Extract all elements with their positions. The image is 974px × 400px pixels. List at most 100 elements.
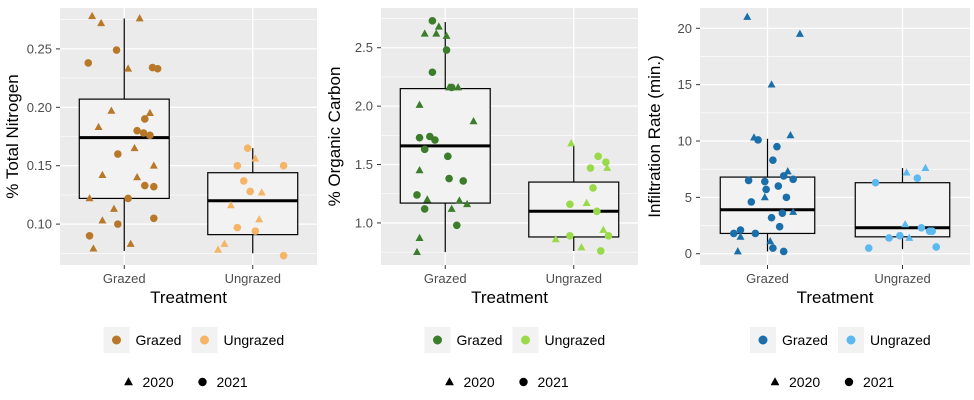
data-point-ungrazed-2020 xyxy=(603,163,612,171)
data-point-grazed-2020 xyxy=(89,244,98,252)
data-point-ungrazed-2021 xyxy=(896,231,904,240)
x-tick-label: Ungrazed xyxy=(546,271,602,286)
legend-treatment: Grazed Ungrazed xyxy=(103,327,284,353)
x-axis-title: Treatment xyxy=(797,288,874,307)
legend-label-2021: 2021 xyxy=(538,374,569,390)
data-point-grazed-2020 xyxy=(447,204,456,212)
data-point-grazed-2021 xyxy=(413,191,421,199)
data-point-grazed-2020 xyxy=(135,14,144,22)
x-axis-title: Treatment xyxy=(150,288,227,307)
data-point-grazed-2021 xyxy=(459,177,468,185)
y-tick-label: 15 xyxy=(678,77,692,92)
data-point-grazed-2021 xyxy=(150,214,158,223)
y-tick-label: 20 xyxy=(678,21,692,36)
data-point-ungrazed-2020 xyxy=(902,168,911,176)
legend-swatch-ungrazed xyxy=(200,335,209,345)
legend-symbol-2021 xyxy=(844,377,854,387)
y-tick-label: 0 xyxy=(685,246,692,261)
data-point-grazed-2021 xyxy=(114,220,122,228)
data-point-grazed-2020 xyxy=(442,31,451,39)
legend-treatment: Grazed Ungrazed xyxy=(750,327,931,353)
data-point-grazed-2021 xyxy=(85,231,94,240)
data-point-ungrazed-2020 xyxy=(551,234,560,243)
data-point-grazed-2021 xyxy=(133,126,141,135)
data-point-grazed-2020 xyxy=(97,18,106,27)
data-point-ungrazed-2021 xyxy=(566,231,574,240)
data-point-grazed-2021 xyxy=(778,209,787,217)
legend-year: 2020 2021 xyxy=(445,374,569,390)
data-point-ungrazed-2020 xyxy=(251,154,260,162)
data-point-grazed-2021 xyxy=(428,17,437,25)
data-point-grazed-2021 xyxy=(114,150,122,158)
data-point-grazed-2020 xyxy=(98,216,107,224)
y-tick-label: 0.10 xyxy=(27,217,52,232)
data-point-grazed-2021 xyxy=(762,185,770,194)
data-point-grazed-2020 xyxy=(130,143,139,152)
chart-panel-1: 0.10 0.15 0.20 0.25 Grazed Ungrazed Treatment%… xyxy=(3,8,317,390)
legend-symbol-2020 xyxy=(124,377,133,386)
data-point-ungrazed-2020 xyxy=(921,163,930,171)
data-point-grazed-2020 xyxy=(412,247,421,256)
data-point-grazed-2020 xyxy=(415,100,424,108)
data-point-ungrazed-2021 xyxy=(593,207,601,216)
data-point-grazed-2021 xyxy=(774,182,783,190)
y-tick-label: 5 xyxy=(685,190,692,205)
data-point-grazed-2021 xyxy=(782,193,791,202)
data-point-grazed-2021 xyxy=(767,213,776,222)
data-point-grazed-2021 xyxy=(779,247,788,256)
data-point-grazed-2021 xyxy=(153,64,162,73)
legend-label-2020: 2020 xyxy=(464,374,495,390)
box-grazed xyxy=(78,98,170,200)
x-tick-label: Grazed xyxy=(746,271,789,286)
data-point-grazed-2021 xyxy=(431,136,439,144)
data-point-ungrazed-2021 xyxy=(566,200,574,209)
data-point-ungrazed-2021 xyxy=(928,227,936,235)
data-point-grazed-2020 xyxy=(145,108,154,117)
y-axis-title: % Organic Carbon xyxy=(325,67,344,207)
data-point-grazed-2021 xyxy=(779,172,788,180)
data-point-grazed-2020 xyxy=(760,193,769,201)
data-point-grazed-2021 xyxy=(420,205,429,213)
data-point-ungrazed-2020 xyxy=(226,201,235,209)
data-point-grazed-2021 xyxy=(141,115,149,123)
data-point-grazed-2021 xyxy=(150,182,158,191)
y-tick-label: 0.15 xyxy=(27,158,52,173)
data-point-grazed-2020 xyxy=(463,199,472,208)
data-point-ungrazed-2021 xyxy=(864,244,873,252)
legend-label-2021: 2021 xyxy=(863,374,894,390)
data-point-grazed-2020 xyxy=(420,29,429,37)
data-point-ungrazed-2021 xyxy=(596,247,605,255)
data-point-grazed-2021 xyxy=(761,177,769,186)
y-tick-label: 0.25 xyxy=(27,41,52,56)
data-point-grazed-2021 xyxy=(769,244,777,252)
data-point-ungrazed-2020 xyxy=(599,225,608,233)
data-point-ungrazed-2020 xyxy=(567,139,576,147)
data-point-grazed-2021 xyxy=(751,229,760,238)
data-point-ungrazed-2020 xyxy=(255,215,264,223)
data-point-grazed-2020 xyxy=(736,232,745,240)
data-point-grazed-2020 xyxy=(88,11,97,20)
data-point-grazed-2021 xyxy=(124,194,132,203)
data-point-grazed-2020 xyxy=(124,64,133,72)
data-point-ungrazed-2021 xyxy=(589,184,597,192)
data-point-grazed-2021 xyxy=(789,175,797,184)
data-point-grazed-2021 xyxy=(84,59,93,67)
data-point-grazed-2020 xyxy=(454,83,463,91)
x-tick-label: Ungrazed xyxy=(225,271,281,286)
legend-year: 2020 2021 xyxy=(770,374,894,390)
legend-swatch-ungrazed xyxy=(846,335,856,345)
legend-symbol-2021 xyxy=(198,377,207,387)
y-tick-label: 0.20 xyxy=(27,100,52,115)
data-point-grazed-2020 xyxy=(733,247,742,255)
legend-symbol-2020 xyxy=(770,377,780,386)
data-point-grazed-2020 xyxy=(109,204,118,212)
data-point-grazed-2020 xyxy=(766,236,775,245)
data-point-ungrazed-2021 xyxy=(586,164,595,172)
data-point-grazed-2020 xyxy=(98,170,107,178)
x-tick-label: Grazed xyxy=(103,271,146,286)
data-point-grazed-2021 xyxy=(769,156,777,164)
legend-label-2020: 2020 xyxy=(143,374,174,390)
box-grazed xyxy=(719,176,816,235)
legend-swatch-ungrazed xyxy=(521,335,530,345)
